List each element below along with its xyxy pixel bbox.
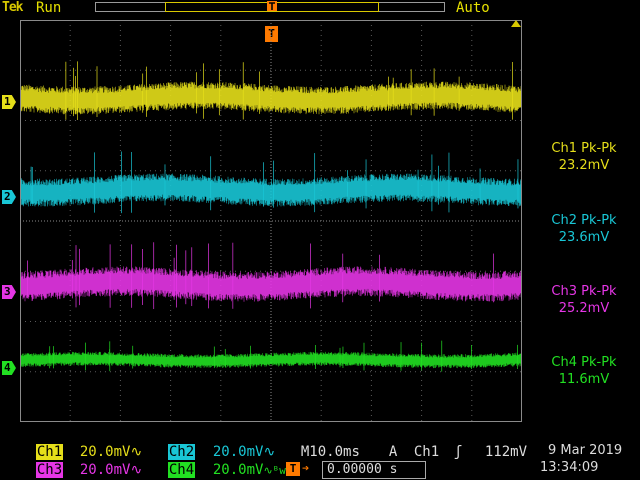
- date-readout: 9 Mar 2019: [548, 443, 623, 458]
- ch1-scale-value: 20.0mV: [79, 444, 131, 460]
- trigger-level-readout: 112mV: [468, 425, 527, 461]
- ch3-waveform: [20, 242, 522, 310]
- ch3-pkpk-value: 25.2mV: [558, 301, 610, 316]
- ch2-pkpk-value: 23.6mV: [558, 230, 610, 245]
- timebase-label: M: [300, 444, 310, 460]
- trigger-slope-glyph: ʃ: [453, 444, 463, 460]
- center-axes: [20, 20, 522, 422]
- acquisition-state: Run: [36, 0, 62, 16]
- ch1-scale: 20.0mV∿: [63, 425, 142, 461]
- trigger-level: 112mV: [484, 444, 528, 460]
- ch4-waveform: [20, 340, 522, 372]
- ch1-coupling-icon: ∿: [130, 444, 143, 460]
- ch3-coupling-icon: ∿: [130, 462, 143, 478]
- trigger-marker: T: [265, 26, 278, 42]
- ch3-scale-value: 20.0mV: [79, 462, 131, 478]
- ch4-scale-value: 20.0mV: [212, 462, 264, 478]
- ch4-pkpk-measurement: Ch4 Pk-Pk 11.6mV: [532, 354, 636, 388]
- ch1-pkpk-value: 23.2mV: [558, 158, 610, 173]
- graticule: [20, 20, 522, 422]
- ch4-trace: [20, 351, 522, 369]
- ch4-marker[interactable]: 4: [2, 361, 16, 375]
- timebase-readout[interactable]: M10.0ms: [284, 425, 360, 461]
- ch3-scale-label: Ch3: [35, 462, 64, 478]
- ch2-waveform: [20, 151, 522, 214]
- ch1-waveform: [20, 61, 522, 121]
- trigger-level-arrow-icon: [511, 20, 521, 27]
- trigger-type: A: [388, 444, 398, 460]
- ch3-scale-readout[interactable]: Ch3: [19, 443, 64, 479]
- trigger-readout[interactable]: A: [372, 425, 397, 461]
- ch4-coupling-icon: ∿ᴮw: [263, 464, 286, 477]
- trigger-source-readout: Ch1: [397, 425, 439, 461]
- graticule-border: [20, 20, 522, 422]
- time-readout: 13:34:09: [540, 460, 599, 475]
- ch2-scale-readout[interactable]: Ch2: [151, 425, 196, 461]
- ch1-marker[interactable]: 1: [2, 95, 16, 109]
- ch1-pkpk-label: Ch1 Pk-Pk: [551, 141, 617, 156]
- ch3-marker[interactable]: 3: [2, 285, 16, 299]
- ch4-scale-label: Ch4: [167, 462, 196, 478]
- ch2-trace: [20, 173, 522, 207]
- ch2-coupling-icon: ∿: [263, 444, 276, 460]
- ch4-scale: 20.0mV∿ᴮw: [196, 443, 286, 480]
- ch2-scale-label: Ch2: [167, 444, 196, 460]
- ch3-trace: [20, 266, 522, 302]
- trigger-position-marker-icon: T: [286, 462, 300, 476]
- trigger-position-icon: [267, 1, 277, 11]
- ch2-scale: 20.0mV∿: [196, 425, 275, 461]
- ch1-scale-label: Ch1: [35, 444, 64, 460]
- ch1-scale-readout[interactable]: Ch1: [19, 425, 64, 461]
- ch2-scale-value: 20.0mV: [212, 444, 264, 460]
- ch2-marker[interactable]: 2: [2, 190, 16, 204]
- ch4-scale-readout[interactable]: Ch4: [151, 443, 196, 479]
- ch2-pkpk-measurement: Ch2 Pk-Pk 23.6mV: [532, 212, 636, 246]
- ch3-pkpk-label: Ch3 Pk-Pk: [551, 284, 617, 299]
- trigger-position-arrow-icon: ➔: [302, 461, 310, 475]
- brand-logo: Tek: [2, 0, 24, 15]
- ch4-pkpk-label: Ch4 Pk-Pk: [551, 355, 617, 370]
- ch3-scale: 20.0mV∿: [63, 443, 142, 479]
- ch1-pkpk-measurement: Ch1 Pk-Pk 23.2mV: [532, 140, 636, 174]
- trigger-mode: Auto: [456, 0, 490, 16]
- trigger-position-readout[interactable]: 0.00000 s: [322, 461, 426, 479]
- trigger-slope-icon: ʃ: [437, 425, 462, 461]
- ch4-pkpk-value: 11.6mV: [558, 372, 610, 387]
- timebase-scale: 10.0ms: [309, 444, 360, 460]
- trigger-source: Ch1: [413, 444, 440, 460]
- ch2-pkpk-label: Ch2 Pk-Pk: [551, 213, 617, 228]
- ch3-pkpk-measurement: Ch3 Pk-Pk 25.2mV: [532, 283, 636, 317]
